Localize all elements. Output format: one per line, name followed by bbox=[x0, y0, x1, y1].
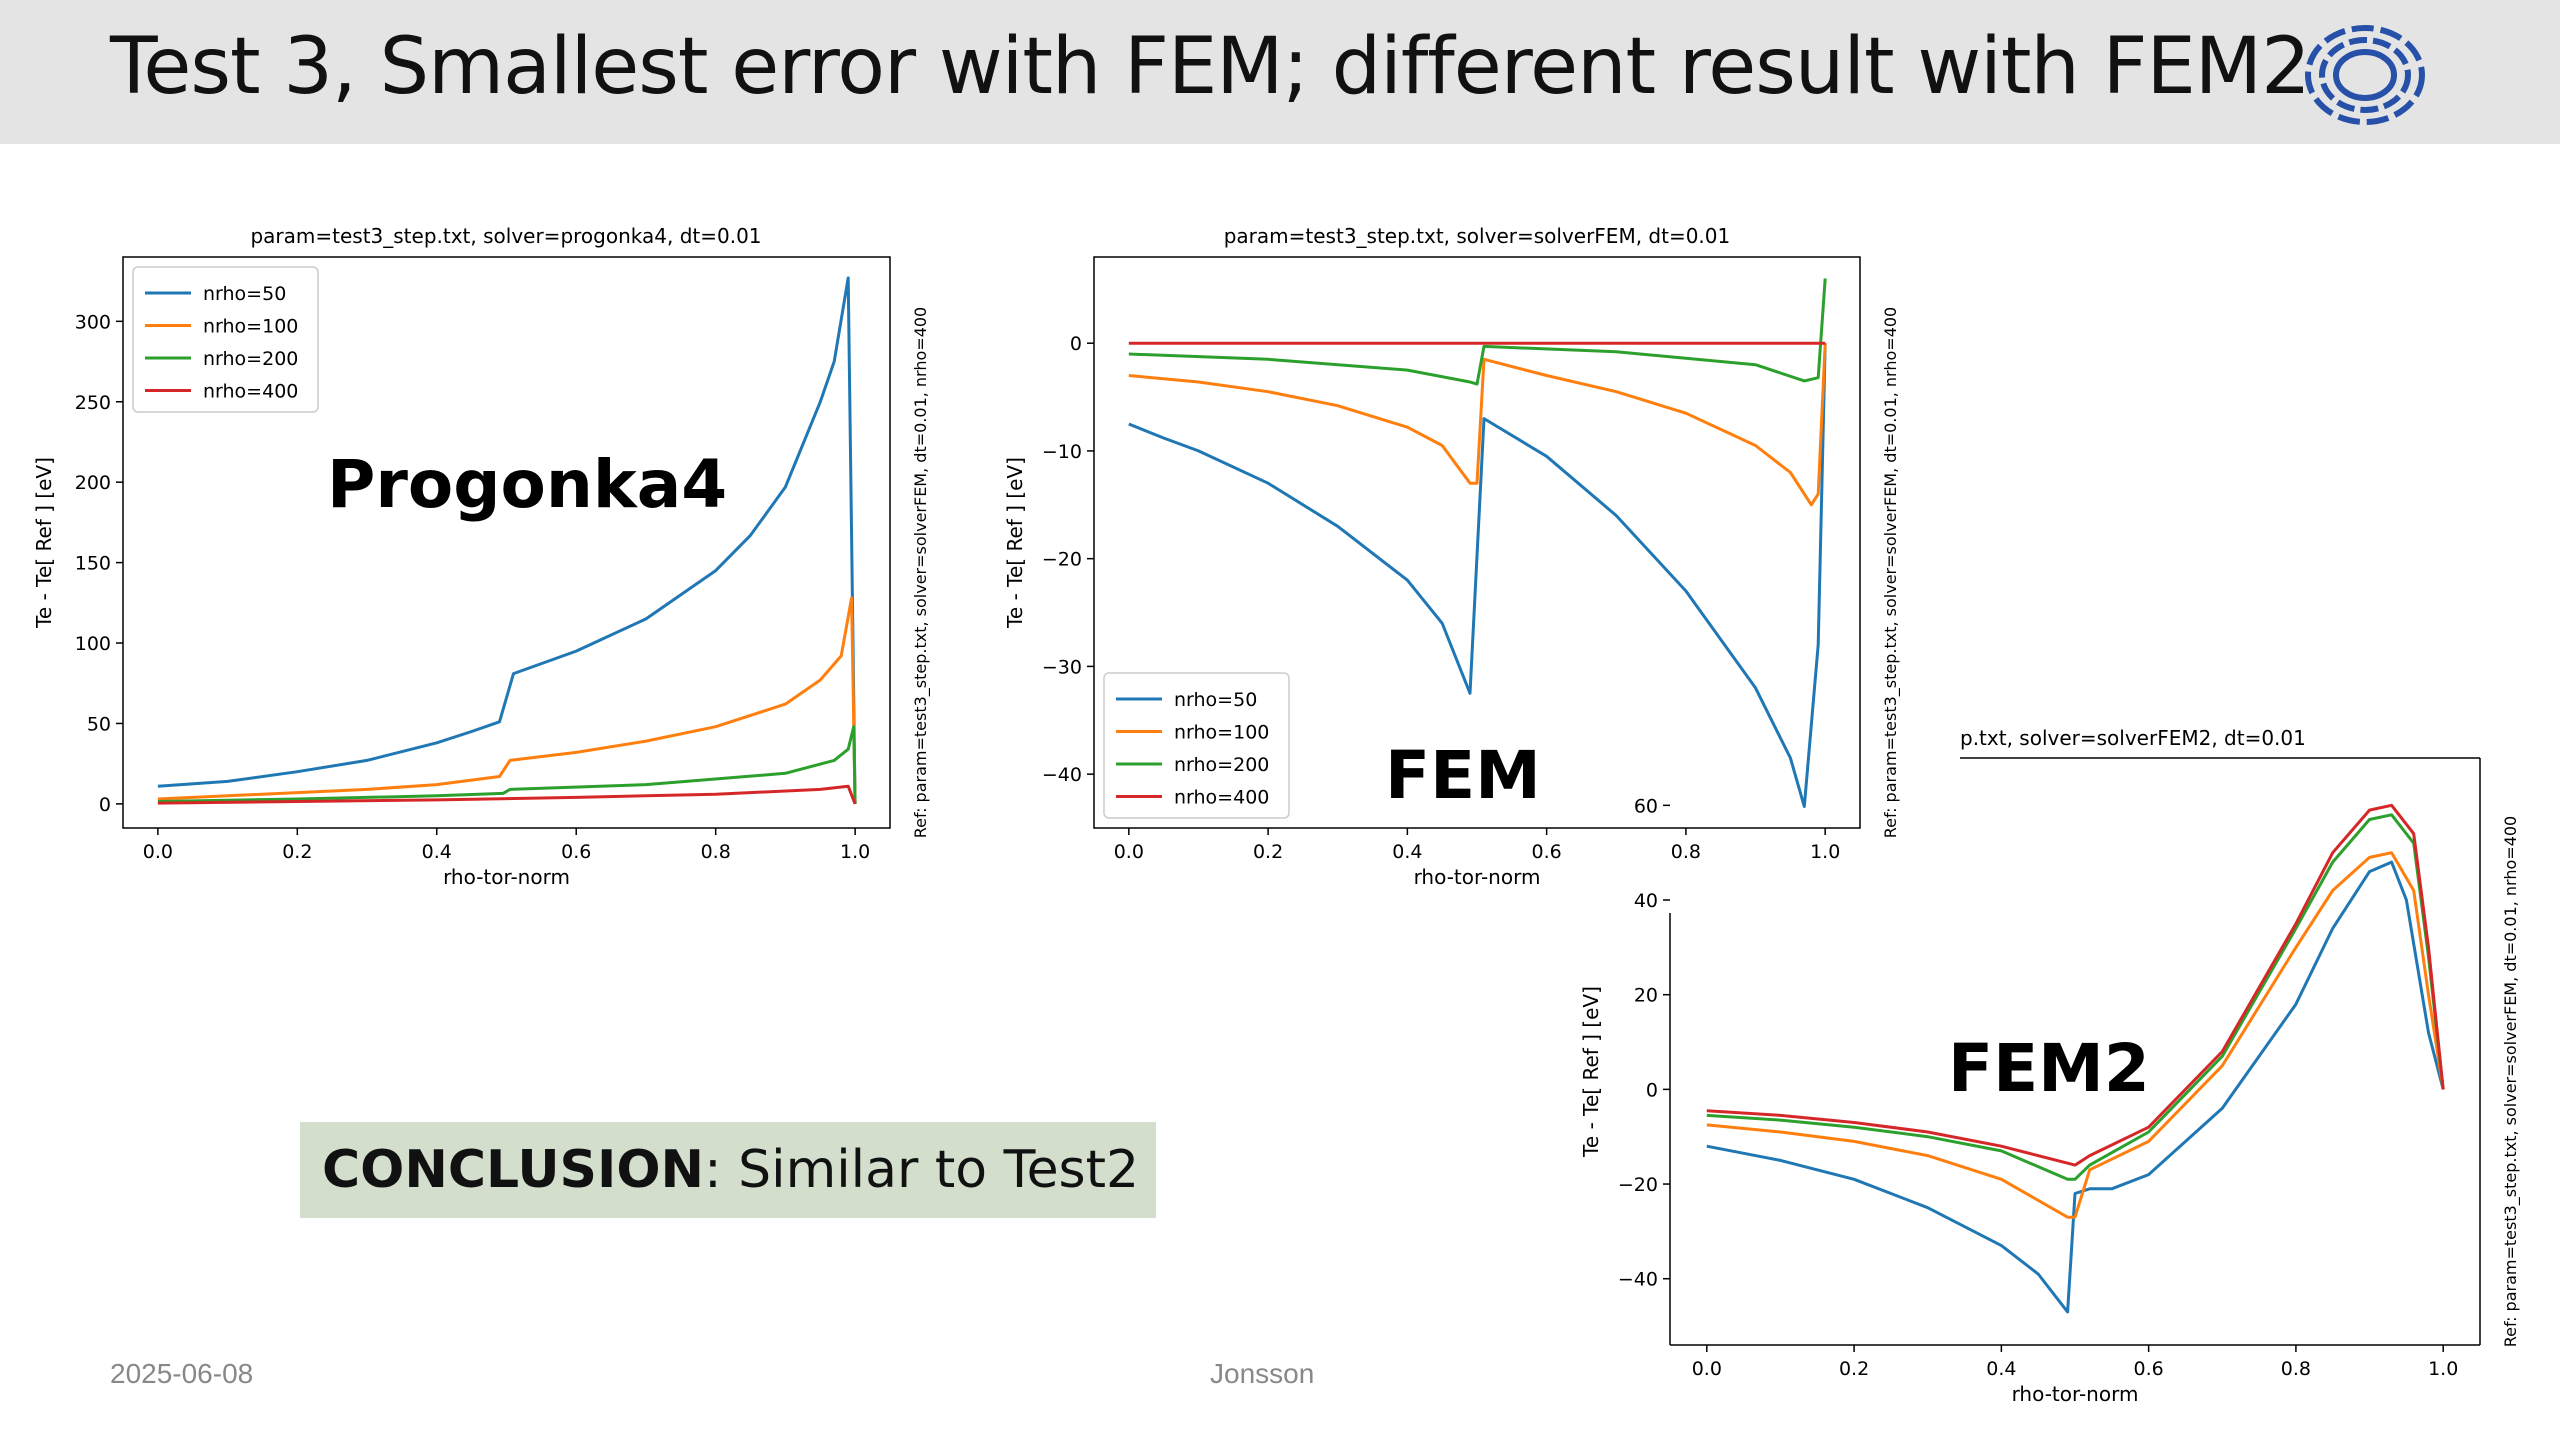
series-line-nrho-200 bbox=[157, 725, 857, 804]
chart-title: p.txt, solver=solverFEM2, dt=0.01 bbox=[1960, 726, 2306, 750]
x-tick-label: 1.0 bbox=[840, 841, 870, 863]
footer-date: 2025-06-08 bbox=[110, 1358, 254, 1389]
y-tick-label: 0 bbox=[99, 794, 111, 816]
conclusion-label: CONCLUSION bbox=[322, 1140, 705, 1200]
conclusion-text: : Similar to Test2 bbox=[704, 1140, 1140, 1200]
y-tick-label: 50 bbox=[87, 713, 111, 735]
y-tick-label: 60 bbox=[1634, 795, 1658, 817]
y-tick-label: 250 bbox=[75, 392, 111, 414]
y-tick-label: 100 bbox=[75, 633, 111, 655]
chart-title: param=test3_step.txt, solver=solverFEM, … bbox=[1224, 224, 1731, 248]
fem-label: FEM bbox=[1385, 737, 1541, 814]
x-tick-label: 0.4 bbox=[422, 841, 452, 863]
x-tick-label: 0.6 bbox=[2134, 1358, 2164, 1380]
series-line-nrho-200 bbox=[1128, 278, 1827, 386]
x-tick-label: 0.0 bbox=[1114, 841, 1144, 863]
chart-title: param=test3_step.txt, solver=progonka4, … bbox=[250, 224, 761, 248]
y-axis-label: Te - Te[ Ref ] [eV] bbox=[1003, 457, 1027, 629]
legend-label: nrho=200 bbox=[1174, 754, 1269, 776]
y-axis-label: Te - Te[ Ref ] [eV] bbox=[32, 457, 56, 629]
x-tick-label: 0.4 bbox=[1392, 841, 1422, 863]
legend-label: nrho=200 bbox=[203, 348, 298, 370]
x-tick-label: 0.8 bbox=[1671, 841, 1701, 863]
series-line-nrho-200 bbox=[1706, 813, 2445, 1181]
series-line-nrho-50 bbox=[1128, 343, 1827, 808]
y-tick-label: −20 bbox=[1042, 549, 1082, 571]
progonka4-label: Progonka4 bbox=[327, 446, 728, 523]
x-tick-label: 0.8 bbox=[701, 841, 731, 863]
x-tick-label: 0.6 bbox=[561, 841, 591, 863]
x-axis-label: rho-tor-norm bbox=[443, 865, 570, 889]
y-tick-label: 0 bbox=[1070, 333, 1082, 355]
x-tick-label: 1.0 bbox=[2428, 1358, 2458, 1380]
progonka4-chart: param=test3_step.txt, solver=progonka4, … bbox=[32, 224, 931, 889]
legend-label: nrho=100 bbox=[1174, 722, 1269, 744]
x-tick-label: 0.2 bbox=[282, 841, 312, 863]
x-axis-label: rho-tor-norm bbox=[2012, 1382, 2139, 1406]
title-bar bbox=[0, 0, 2560, 144]
plot-frame bbox=[122, 256, 891, 829]
y-tick-label: 150 bbox=[75, 553, 111, 575]
series-line-nrho-50 bbox=[1706, 860, 2445, 1314]
y-tick-label: −30 bbox=[1042, 656, 1082, 678]
y-tick-label: 20 bbox=[1634, 985, 1658, 1007]
series-line-nrho-100 bbox=[1706, 851, 2445, 1219]
x-tick-label: 0.0 bbox=[1692, 1358, 1722, 1380]
concentric-rings-logo-icon bbox=[2305, 25, 2425, 125]
x-tick-label: 0.2 bbox=[1253, 841, 1283, 863]
legend-frame bbox=[1103, 672, 1290, 819]
legend-label: nrho=100 bbox=[203, 316, 298, 338]
x-tick-label: 0.4 bbox=[1986, 1358, 2016, 1380]
legend-label: nrho=50 bbox=[203, 283, 286, 305]
series-line-nrho-400 bbox=[157, 784, 857, 805]
slide-title: Test 3, Smallest error with FEM; differe… bbox=[110, 22, 2311, 112]
series-line-nrho-100 bbox=[1128, 343, 1827, 507]
legend-label: nrho=400 bbox=[203, 381, 298, 403]
legend-label: nrho=50 bbox=[1174, 689, 1257, 711]
series-line-nrho-100 bbox=[157, 596, 857, 804]
y-axis-label: Te - Te[ Ref ] [eV] bbox=[1579, 986, 1603, 1158]
reference-label: Ref: param=test3_step.txt, solver=solver… bbox=[2501, 816, 2521, 1347]
legend: nrho=50 nrho=100 nrho=200 nrho=400 bbox=[132, 266, 319, 413]
y-tick-label: 40 bbox=[1634, 890, 1658, 912]
y-tick-label: −10 bbox=[1042, 441, 1082, 463]
y-tick-label: −40 bbox=[1042, 764, 1082, 786]
reference-label: Ref: param=test3_step.txt, solver=solver… bbox=[911, 307, 931, 838]
y-tick-label: −20 bbox=[1618, 1174, 1658, 1196]
legend-label: nrho=400 bbox=[1174, 787, 1269, 809]
fem2-label: FEM2 bbox=[1948, 1030, 2150, 1107]
conclusion-box: CONCLUSION: Similar to Test2 bbox=[300, 1122, 1156, 1218]
plot-frame bbox=[1093, 256, 1861, 829]
legend-frame bbox=[132, 266, 319, 413]
x-tick-label: 0.2 bbox=[1839, 1358, 1869, 1380]
x-tick-label: 1.0 bbox=[1810, 841, 1840, 863]
x-axis-label: rho-tor-norm bbox=[1414, 865, 1541, 889]
x-tick-label: 0.8 bbox=[2281, 1358, 2311, 1380]
x-tick-label: 0.0 bbox=[143, 841, 173, 863]
y-tick-label: 200 bbox=[75, 472, 111, 494]
reference-label: Ref: param=test3_step.txt, solver=solver… bbox=[1881, 307, 1901, 838]
footer-author: Jonsson bbox=[1210, 1358, 1315, 1389]
legend: nrho=50 nrho=100 nrho=200 nrho=400 bbox=[1103, 672, 1290, 819]
y-tick-label: 300 bbox=[75, 311, 111, 333]
fem-chart: param=test3_step.txt, solver=solverFEM, … bbox=[1003, 224, 1901, 889]
series-line-nrho-50 bbox=[157, 276, 857, 804]
x-tick-label: 0.6 bbox=[1532, 841, 1562, 863]
fem2-chart: p.txt, solver=solverFEM2, dt=0.01 0.0 0.2 0… bbox=[1579, 726, 2521, 1406]
y-tick-label: −40 bbox=[1618, 1269, 1658, 1291]
series-line-nrho-400 bbox=[1706, 803, 2445, 1167]
y-tick-label: 0 bbox=[1646, 1079, 1658, 1101]
